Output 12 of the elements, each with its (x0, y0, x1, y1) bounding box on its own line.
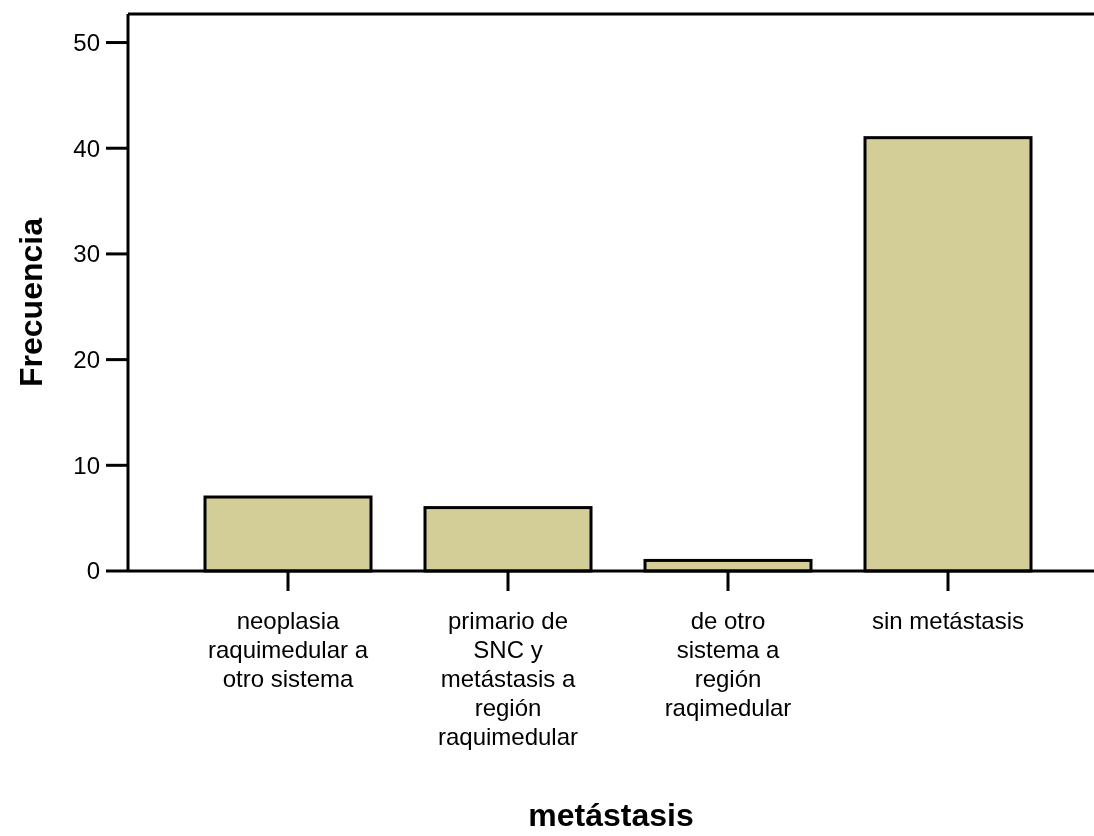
y-tick-label: 50 (73, 28, 100, 56)
y-tick-label: 40 (73, 134, 100, 162)
x-axis-title: metástasis (528, 797, 694, 833)
y-tick-label: 0 (86, 557, 100, 585)
y-tick-label: 20 (73, 346, 100, 374)
y-tick-label: 10 (73, 451, 100, 479)
x-tick-label: primario de SNC y metástasis a región raquimedular (437, 607, 579, 750)
x-tick-label: neoplasia raquimedular a otro sistema (207, 607, 369, 692)
y-axis-title: Frecuencia (13, 217, 49, 387)
x-tick-label: sin metástasis (871, 607, 1025, 634)
y-tick-label: 30 (73, 240, 100, 268)
x-tick-label: de otro sistema a región raqimedular (664, 607, 792, 721)
